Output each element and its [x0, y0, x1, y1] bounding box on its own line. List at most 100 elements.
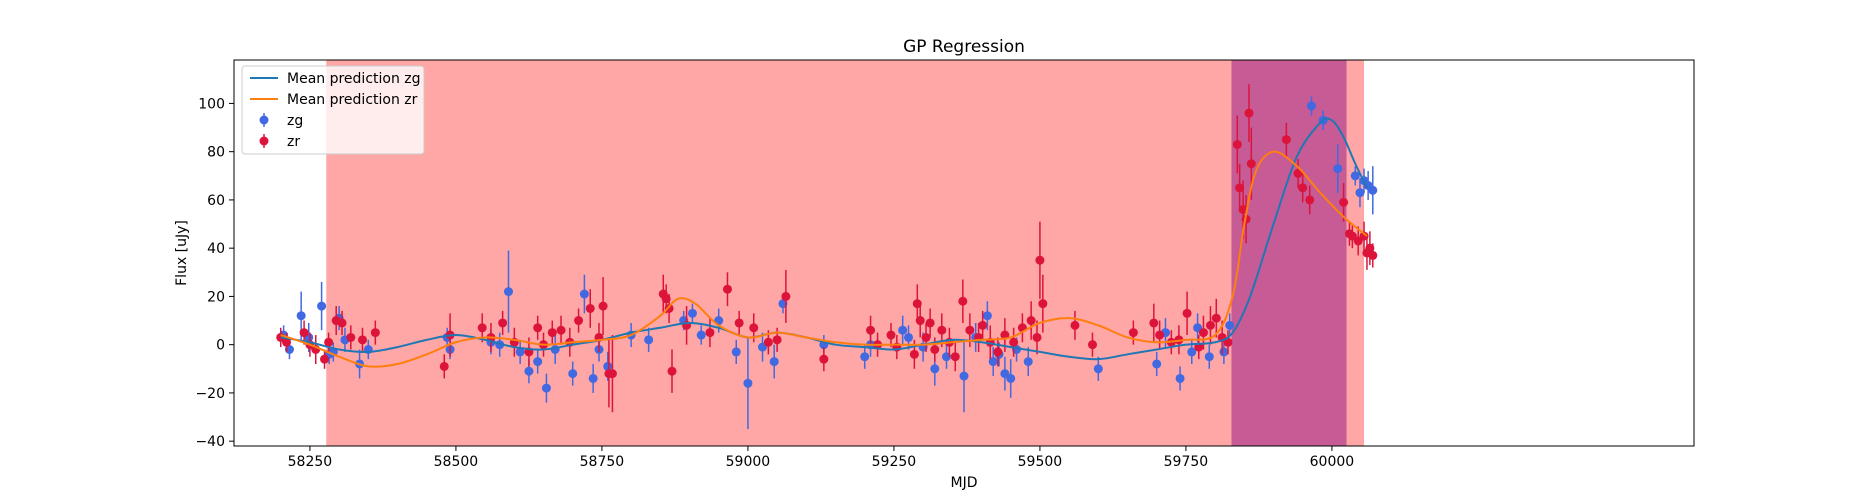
- marker-zr: [299, 328, 309, 338]
- x-tick-label: 59000: [726, 454, 771, 470]
- marker-zr: [1035, 255, 1045, 265]
- y-axis-label: Flux [uJy]: [174, 220, 190, 286]
- legend-box: [241, 65, 425, 155]
- point-zr: [346, 325, 356, 350]
- marker-zr: [533, 323, 543, 333]
- y-tick-label: −40: [195, 434, 225, 450]
- marker-zr: [978, 320, 988, 330]
- y-tick-label: −20: [195, 386, 225, 402]
- marker-zr: [607, 369, 617, 379]
- point-zr: [1339, 183, 1349, 222]
- y-tick-label: 0: [216, 338, 225, 354]
- marker-zg: [1023, 357, 1033, 367]
- marker-zr: [1368, 250, 1378, 260]
- marker-zg: [515, 347, 525, 357]
- point-zr: [1155, 320, 1165, 350]
- point-zg: [1368, 166, 1378, 215]
- marker-zr: [866, 325, 876, 335]
- point-zg: [959, 339, 969, 413]
- point-zg: [503, 250, 513, 333]
- point-zr: [1070, 310, 1080, 340]
- point-zg: [541, 373, 551, 403]
- point-zr: [1298, 173, 1308, 203]
- point-zg: [860, 344, 870, 369]
- marker-zr: [734, 318, 744, 328]
- point-zr: [925, 308, 935, 338]
- marker-zr: [722, 284, 732, 294]
- point-zr: [1244, 84, 1254, 143]
- point-zr: [357, 327, 367, 352]
- point-zr: [705, 318, 715, 348]
- marker-zr: [993, 347, 1003, 357]
- point-zg: [769, 344, 779, 379]
- point-zg: [588, 363, 598, 393]
- point-zr: [1368, 243, 1378, 268]
- point-zg: [1152, 351, 1162, 377]
- marker-zg: [1350, 171, 1360, 181]
- point-zr: [1293, 158, 1303, 188]
- point-zr: [607, 335, 617, 413]
- point-zr: [547, 320, 557, 345]
- marker-zr: [1281, 135, 1291, 145]
- y-tick-label: 80: [207, 145, 225, 161]
- prediction-lines: [280, 117, 1368, 368]
- point-zg: [731, 339, 741, 364]
- marker-zr: [1149, 318, 1159, 328]
- marker-zr: [937, 325, 947, 335]
- marker-zr: [909, 349, 919, 359]
- marker-zg: [988, 357, 998, 367]
- marker-zr: [574, 316, 584, 326]
- marker-zr: [915, 316, 925, 326]
- marker-zr: [1070, 320, 1080, 330]
- marker-zg: [1006, 373, 1016, 383]
- marker-zr: [282, 337, 292, 347]
- point-zr: [439, 354, 449, 379]
- marker-zg: [296, 311, 306, 321]
- marker-zr: [1032, 332, 1042, 342]
- marker-zr: [772, 335, 782, 345]
- marker-zr: [886, 330, 896, 340]
- x-tick-label: 59750: [1164, 454, 1209, 470]
- x-tick-label: 59250: [872, 454, 917, 470]
- point-zr: [921, 322, 931, 352]
- marker-zr: [819, 354, 829, 364]
- marker-zr: [320, 354, 330, 364]
- point-zr: [866, 315, 876, 345]
- marker-zg: [930, 364, 940, 374]
- point-zg: [743, 337, 753, 430]
- point-zr: [1035, 221, 1045, 299]
- marker-zg: [644, 335, 654, 345]
- point-zg: [1204, 344, 1214, 369]
- marker-zg: [1306, 101, 1316, 111]
- point-zr: [993, 337, 1003, 367]
- point-zr: [886, 322, 896, 348]
- marker-zg: [317, 301, 327, 311]
- point-zr: [1211, 298, 1221, 338]
- marker-zg: [1368, 185, 1378, 195]
- point-zg: [696, 325, 706, 345]
- point-zr: [1232, 115, 1242, 174]
- legend-marker: [259, 136, 269, 146]
- marker-zg: [541, 383, 551, 393]
- marker-zr: [1305, 195, 1315, 205]
- marker-zr: [324, 337, 334, 347]
- legend-label-zr: zr: [287, 134, 300, 150]
- marker-zg: [1333, 164, 1343, 174]
- marker-zg: [687, 308, 697, 318]
- legend-label-zg: zg: [287, 113, 303, 129]
- marker-zg: [1152, 359, 1162, 369]
- point-zg: [898, 315, 908, 345]
- y-tick-label: 40: [207, 241, 225, 257]
- marker-zg: [533, 357, 543, 367]
- plot-frame: [233, 59, 1695, 447]
- chart-title: GP Regression: [903, 37, 1025, 57]
- marker-zr: [950, 352, 960, 362]
- point-zg: [644, 327, 654, 352]
- x-tick-label: 60000: [1310, 454, 1355, 470]
- marker-zr: [921, 332, 931, 342]
- marker-zr: [477, 323, 487, 333]
- marker-zr: [965, 325, 975, 335]
- y-tick-label: 20: [207, 289, 225, 305]
- point-zr: [950, 342, 960, 372]
